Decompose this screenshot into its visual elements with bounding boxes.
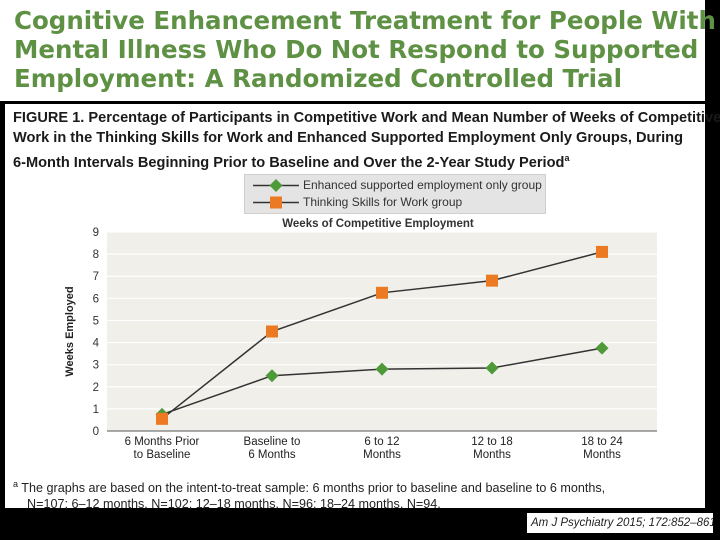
footnote-line-2: N=107; 6–12 months, N=102; 12–18 months,… bbox=[27, 497, 441, 512]
y-tick-label: 3 bbox=[93, 360, 99, 372]
square-marker-icon bbox=[253, 196, 299, 209]
plot-area bbox=[107, 232, 657, 431]
data-point-series-2 bbox=[266, 325, 278, 338]
y-tick-label: 9 bbox=[93, 227, 99, 239]
x-tick-label: 6 Months Prior to Baseline bbox=[125, 436, 200, 461]
legend-item-series-2: Thinking Skills for Work group bbox=[251, 194, 541, 211]
data-point-series-1 bbox=[595, 341, 609, 355]
data-point-series-2 bbox=[156, 412, 168, 425]
y-tick-label: 1 bbox=[93, 404, 99, 416]
figure-footnote: a The graphs are based on the intent-to-… bbox=[13, 476, 713, 512]
data-point-series-2 bbox=[376, 286, 388, 299]
line-chart: Weeks of Competitive Employment 0 1 2 3 4 5 6 7 8… bbox=[64, 218, 657, 461]
y-tick-label: 8 bbox=[93, 249, 99, 261]
caption-superscript: a bbox=[564, 153, 570, 163]
caption-line-2: Work in the Thinking Skills for Work and… bbox=[13, 130, 684, 146]
legend-label-series-2: Thinking Skills for Work group bbox=[303, 195, 463, 209]
title-line-2: Mental Illness Who Do Not Respond to Sup… bbox=[14, 35, 699, 64]
title-line-3: Employment: A Randomized Controlled Tria… bbox=[14, 64, 622, 93]
y-tick-label: 7 bbox=[93, 271, 99, 283]
title-panel: Cognitive Enhancement Treatment for Peop… bbox=[0, 0, 716, 101]
slide-title: Cognitive Enhancement Treatment for Peop… bbox=[14, 6, 716, 93]
data-point-series-1 bbox=[485, 361, 499, 375]
legend-item-series-1: Enhanced supported employment only group bbox=[251, 177, 542, 194]
caption-line-3: 6-Month Intervals Beginning Prior to Bas… bbox=[13, 154, 565, 171]
x-tick-label: 18 to 24 Months bbox=[581, 436, 623, 461]
y-axis-label: Weeks Employed bbox=[64, 286, 76, 376]
data-point-series-2 bbox=[486, 274, 498, 287]
figure-panel: FIGURE 1. Percentage of Participants in … bbox=[5, 104, 720, 511]
chart-title: Weeks of Competitive Employment bbox=[282, 218, 474, 230]
diamond-marker-icon bbox=[253, 179, 299, 192]
data-point-series-2 bbox=[596, 245, 608, 258]
citation: Am J Psychiatry 2015; 172:852–861; bbox=[527, 513, 713, 533]
y-tick-label: 4 bbox=[93, 338, 100, 350]
data-point-series-1 bbox=[265, 369, 279, 383]
footnote-line-1: The graphs are based on the intent-to-tr… bbox=[21, 481, 606, 496]
y-tick-label: 6 bbox=[93, 293, 99, 305]
legend-label-series-1: Enhanced supported employment only group bbox=[303, 178, 542, 192]
y-tick-label: 0 bbox=[93, 426, 99, 438]
figure-caption: FIGURE 1. Percentage of Participants in … bbox=[13, 108, 720, 173]
title-line-1: Cognitive Enhancement Treatment for Peop… bbox=[14, 6, 716, 35]
caption-line-1: Percentage of Participants in Competitiv… bbox=[88, 110, 720, 126]
y-tick-label: 5 bbox=[93, 315, 99, 327]
footnote-marker: a bbox=[13, 479, 19, 489]
x-tick-label: Baseline to 6 Months bbox=[244, 436, 301, 461]
x-tick-label: 6 to 12 Months bbox=[363, 436, 401, 461]
data-point-series-1 bbox=[375, 362, 389, 376]
chart-legend: Enhanced supported employment only group… bbox=[244, 174, 546, 214]
y-tick-label: 2 bbox=[93, 382, 99, 394]
x-tick-label: 12 to 18 Months bbox=[471, 436, 513, 461]
figure-label: FIGURE 1. bbox=[13, 110, 85, 126]
